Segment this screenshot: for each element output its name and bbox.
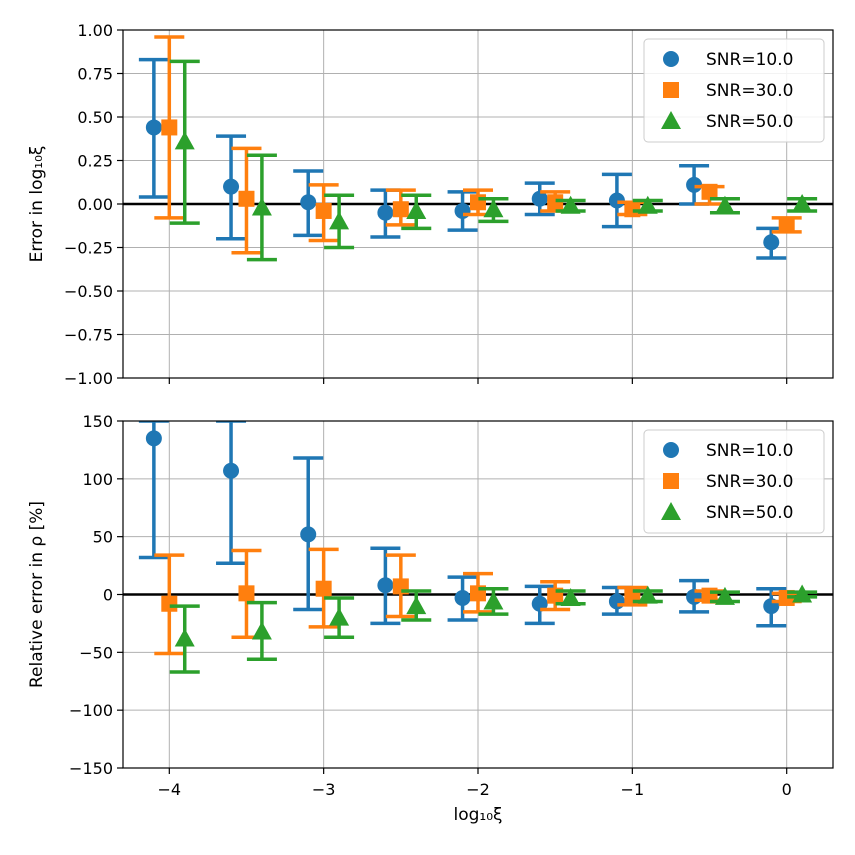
bottom-panel-relative-error-rho: −4 −3 −2 −1 0 −150 −100 −50 0 50 100 150 Relative er… <box>27 412 834 825</box>
data-point <box>714 586 735 605</box>
y-tick-label: −0.75 <box>64 326 113 345</box>
legend-label: SNR=30.0 <box>706 472 793 492</box>
legend-box <box>643 38 825 143</box>
series-snr-30-0 <box>154 35 802 255</box>
y-tick-label: 0 <box>103 586 113 605</box>
data-point <box>300 526 317 543</box>
data-point <box>608 192 625 209</box>
y-tick-label: −0.50 <box>64 282 113 301</box>
y-tick-label: 0.50 <box>77 108 113 127</box>
legend-circle-marker <box>663 51 679 67</box>
data-point <box>406 596 427 615</box>
y-tick-label: 100 <box>82 470 113 489</box>
y-tick-label: −100 <box>69 701 113 720</box>
data-point <box>238 585 255 602</box>
data-point <box>251 197 272 216</box>
series-snr-50-0 <box>169 59 818 262</box>
x-axis-label: log₁₀ξ <box>453 805 502 825</box>
series-snr-10-0 <box>138 421 787 628</box>
data-point <box>686 176 703 193</box>
data-point <box>329 211 350 230</box>
data-point <box>223 178 240 195</box>
data-point <box>161 595 178 612</box>
data-point <box>792 584 813 603</box>
x-tick-label: −2 <box>466 780 490 799</box>
data-point <box>792 194 813 212</box>
data-point <box>470 194 486 211</box>
series-snr-30-0 <box>154 547 802 656</box>
x-tick-label: −4 <box>158 780 182 799</box>
y-tick-label: 0.00 <box>77 195 113 214</box>
y-tick-label: 50 <box>93 528 113 547</box>
data-point <box>483 591 504 610</box>
legend: SNR=10.0 SNR=30.0 SNR=50.0 <box>643 429 825 534</box>
data-point <box>560 195 581 214</box>
y-tick-label: 150 <box>82 412 113 431</box>
y-tick-label: 0.75 <box>77 65 113 84</box>
data-point <box>547 194 564 211</box>
data-point <box>763 234 780 251</box>
data-point <box>637 585 658 604</box>
x-tick-label: 0 <box>782 780 792 799</box>
legend: SNR=10.0 SNR=30.0 SNR=50.0 <box>643 38 825 143</box>
data-point <box>454 589 471 606</box>
data-point <box>315 580 332 597</box>
data-point <box>560 587 581 606</box>
legend-square-marker <box>663 82 679 98</box>
data-point <box>174 628 195 647</box>
data-point <box>454 202 471 219</box>
legend-label: SNR=50.0 <box>706 503 793 523</box>
data-point <box>483 199 504 218</box>
data-point <box>608 593 625 610</box>
data-point <box>377 204 394 221</box>
legend-circle-marker <box>663 442 679 458</box>
data-point <box>392 201 409 218</box>
y-tick-label: 0.25 <box>77 152 113 171</box>
legend-label: SNR=50.0 <box>706 112 793 132</box>
plot-area <box>138 35 818 262</box>
data-point <box>778 216 795 233</box>
data-point <box>406 200 427 219</box>
legend-label: SNR=30.0 <box>706 81 793 101</box>
y-tick-label: −150 <box>69 759 113 778</box>
data-point <box>238 190 255 207</box>
data-point <box>223 462 240 479</box>
data-point <box>714 195 735 214</box>
data-point <box>778 589 795 606</box>
data-point <box>701 183 718 200</box>
legend-triangle-marker <box>661 111 681 129</box>
data-point <box>145 119 162 136</box>
y-axis-label: Relative error in ρ [%] <box>27 501 47 688</box>
x-tick-label: −1 <box>621 780 645 799</box>
data-point <box>251 621 272 640</box>
legend-square-marker <box>663 473 679 489</box>
x-tick-label: −3 <box>312 780 336 799</box>
data-point <box>531 190 548 207</box>
y-tick-label: −1.00 <box>64 369 113 388</box>
series-snr-10-0 <box>138 57 787 260</box>
data-point <box>377 577 394 594</box>
y-axis-label: Error in log₁₀ξ <box>27 146 47 263</box>
legend-box <box>643 429 825 534</box>
y-tick-label: −0.25 <box>64 239 113 258</box>
data-point <box>174 131 195 150</box>
data-point <box>315 202 332 219</box>
legend-triangle-marker <box>661 502 681 520</box>
plot-area <box>138 421 818 674</box>
y-tick-label: −50 <box>79 643 113 662</box>
data-point <box>145 430 162 447</box>
data-point <box>161 119 178 136</box>
data-point <box>637 195 658 214</box>
data-point <box>531 595 548 612</box>
data-point <box>624 201 641 218</box>
legend-label: SNR=10.0 <box>706 441 793 461</box>
top-panel-error-log-xi: −1.00 −0.75 −0.50 −0.25 0.00 0.25 0.50 0.75 1.00… <box>27 21 834 388</box>
data-point <box>329 607 350 626</box>
series-snr-50-0 <box>169 584 818 674</box>
data-point <box>300 194 317 211</box>
y-tick-label: 1.00 <box>77 21 113 40</box>
legend-label: SNR=10.0 <box>706 50 793 70</box>
